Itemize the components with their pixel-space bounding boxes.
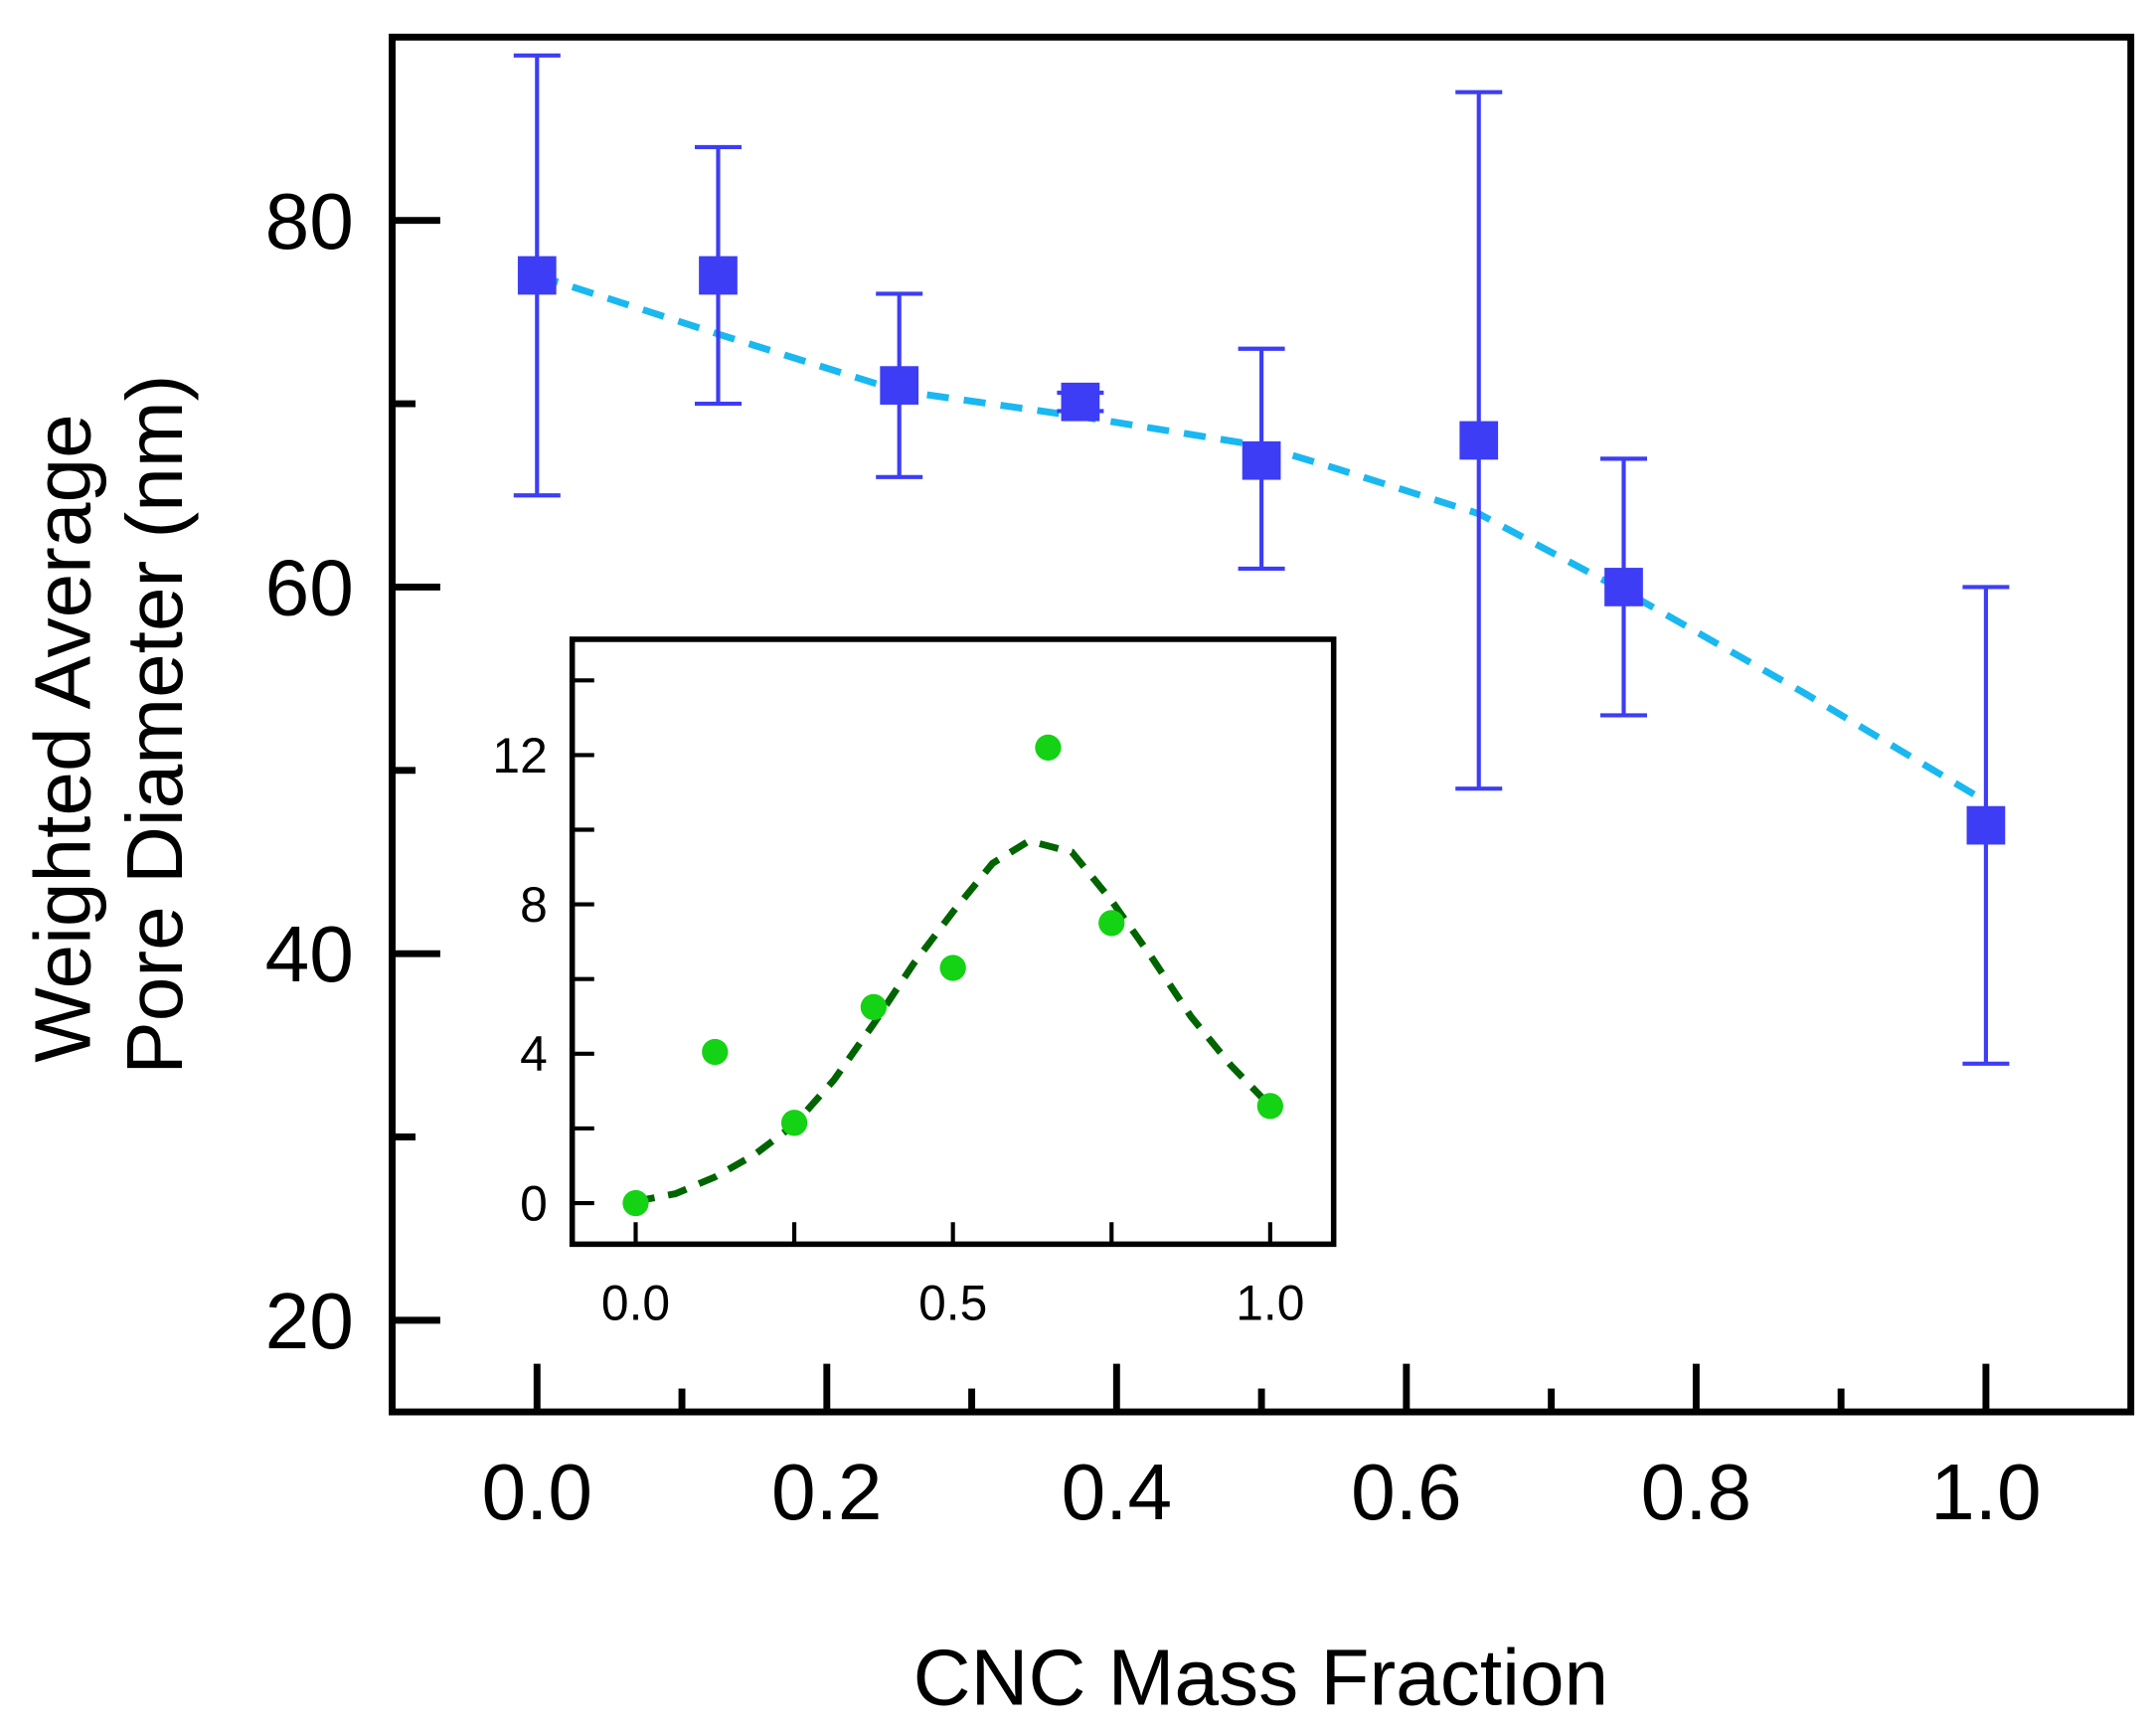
data-point <box>1966 805 2006 845</box>
y-tick-label: 8 <box>520 877 548 933</box>
y-tick-label: 60 <box>265 542 354 631</box>
data-point <box>702 1038 729 1066</box>
y-tick-label: 40 <box>265 909 354 998</box>
x-tick-label: 0.2 <box>771 1447 882 1536</box>
data-point <box>1604 568 1643 607</box>
x-tick-label: 1.0 <box>1236 1275 1304 1330</box>
x-tick-label: 0.5 <box>918 1275 987 1330</box>
data-point <box>622 1189 649 1217</box>
y-tick-label: 0 <box>520 1175 548 1231</box>
data-point <box>880 366 919 405</box>
y-tick-label: 80 <box>265 176 354 265</box>
x-tick-label: 1.0 <box>1930 1447 2041 1536</box>
y-tick-label: 20 <box>265 1276 354 1365</box>
data-point <box>517 256 557 295</box>
y-tick-label: 12 <box>492 728 547 783</box>
x-tick-label: 0.0 <box>482 1447 592 1536</box>
x-tick-label: 0.0 <box>601 1275 670 1330</box>
data-point <box>1459 421 1499 460</box>
data-point <box>699 256 738 295</box>
data-point <box>1098 910 1125 937</box>
y-axis-label-line2: Pore Diameter (nm) <box>109 375 199 1075</box>
plot-frame <box>569 636 1337 1248</box>
x-axis-label: CNC Mass Fraction <box>913 1633 1609 1722</box>
fit-curve <box>634 837 1273 1205</box>
y-tick-label: 4 <box>520 1026 548 1082</box>
x-tick-label: 0.8 <box>1641 1447 1751 1536</box>
x-tick-label: 0.6 <box>1351 1447 1461 1536</box>
data-point <box>1061 382 1100 422</box>
data-point <box>1256 1093 1283 1120</box>
inset-plot: 0.0 0.5 1.0 0 4 8 12 <box>492 636 1337 1330</box>
x-tick-label: 0.4 <box>1062 1447 1172 1536</box>
data-point <box>780 1110 808 1136</box>
data-point <box>1035 734 1062 762</box>
fit-curve <box>536 271 1988 805</box>
data-point <box>939 954 966 981</box>
data-point <box>860 993 888 1021</box>
y-axis-label-line1: Weighted Average <box>17 414 106 1062</box>
data-point <box>1242 440 1281 480</box>
